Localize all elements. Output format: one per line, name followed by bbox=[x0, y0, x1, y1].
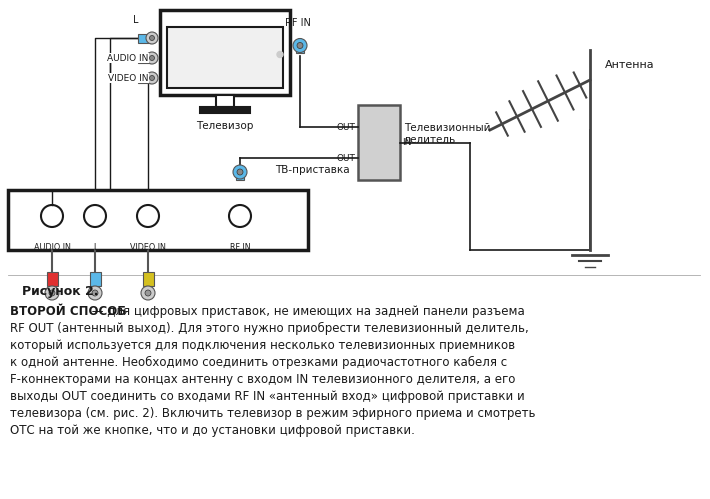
Circle shape bbox=[49, 290, 55, 296]
Circle shape bbox=[145, 290, 151, 296]
Circle shape bbox=[137, 205, 159, 227]
Text: AUDIO IN: AUDIO IN bbox=[106, 53, 148, 62]
Circle shape bbox=[233, 165, 247, 179]
Text: OUT: OUT bbox=[336, 154, 355, 163]
Bar bbox=[200, 107, 250, 113]
Text: RF IN: RF IN bbox=[230, 243, 251, 252]
Circle shape bbox=[150, 35, 155, 40]
Text: F-коннекторами на концах антенну с входом IN телевизионного делителя, а его: F-коннекторами на концах антенну с входо… bbox=[10, 373, 515, 386]
Text: Антенна: Антенна bbox=[605, 60, 655, 70]
Bar bbox=[138, 33, 152, 42]
Text: IN: IN bbox=[402, 138, 411, 147]
Circle shape bbox=[297, 42, 303, 48]
Text: который используется для подключения несколько телевизионных приемников: который используется для подключения нес… bbox=[10, 339, 515, 352]
Circle shape bbox=[45, 286, 59, 300]
Text: Телевизионный
делитель: Телевизионный делитель bbox=[404, 123, 491, 145]
Text: RF IN: RF IN bbox=[285, 17, 311, 27]
Text: Рисунок 2.: Рисунок 2. bbox=[22, 285, 99, 298]
Circle shape bbox=[293, 38, 307, 52]
Text: выходы OUT соединить со входами RF IN «антенный вход» цифровой приставки и: выходы OUT соединить со входами RF IN «а… bbox=[10, 390, 525, 403]
Text: OUT: OUT bbox=[336, 122, 355, 132]
Bar bbox=[138, 53, 152, 62]
Bar bbox=[143, 272, 153, 286]
Bar bbox=[236, 170, 244, 180]
Text: ОТС на той же кнопке, что и до установки цифровой приставки.: ОТС на той же кнопке, что и до установки… bbox=[10, 424, 415, 437]
Text: AUDIO IN: AUDIO IN bbox=[33, 243, 70, 252]
Circle shape bbox=[229, 205, 251, 227]
Text: ТВ-приставка: ТВ-приставка bbox=[275, 165, 350, 175]
Circle shape bbox=[88, 286, 102, 300]
Circle shape bbox=[146, 72, 158, 84]
Bar bbox=[296, 42, 304, 52]
Text: L: L bbox=[133, 15, 138, 25]
Text: L: L bbox=[93, 243, 97, 252]
Text: VIDEO IN: VIDEO IN bbox=[107, 73, 148, 82]
Circle shape bbox=[146, 32, 158, 44]
Text: — для цифровых приставок, не имеющих на задней панели разъема: — для цифровых приставок, не имеющих на … bbox=[88, 305, 525, 318]
Text: ВТОРОЙ СПОСОБ: ВТОРОЙ СПОСОБ bbox=[10, 305, 126, 318]
Circle shape bbox=[141, 286, 155, 300]
Circle shape bbox=[150, 75, 155, 80]
Bar bbox=[8, 190, 308, 250]
Text: телевизора (см. рис. 2). Включить телевизор в режим эфирного приема и смотреть: телевизора (см. рис. 2). Включить телеви… bbox=[10, 407, 535, 420]
Text: VIDEO IN: VIDEO IN bbox=[130, 243, 166, 252]
Text: Телевизор: Телевизор bbox=[196, 121, 253, 131]
Bar bbox=[358, 105, 400, 180]
Text: к одной антенне. Необходимо соединить отрезками радиочастотного кабеля с: к одной антенне. Необходимо соединить от… bbox=[10, 356, 507, 369]
Circle shape bbox=[146, 52, 158, 64]
Bar bbox=[89, 272, 101, 286]
Circle shape bbox=[150, 55, 155, 60]
Bar bbox=[216, 95, 234, 107]
Bar bbox=[160, 10, 290, 95]
Circle shape bbox=[41, 205, 63, 227]
Text: RF OUT (антенный выход). Для этого нужно приобрести телевизионный делитель,: RF OUT (антенный выход). Для этого нужно… bbox=[10, 322, 529, 335]
Bar bbox=[167, 27, 283, 88]
Circle shape bbox=[92, 290, 98, 296]
Bar bbox=[46, 272, 58, 286]
Circle shape bbox=[277, 51, 283, 57]
Circle shape bbox=[84, 205, 106, 227]
Circle shape bbox=[237, 169, 243, 175]
Bar bbox=[138, 73, 152, 82]
